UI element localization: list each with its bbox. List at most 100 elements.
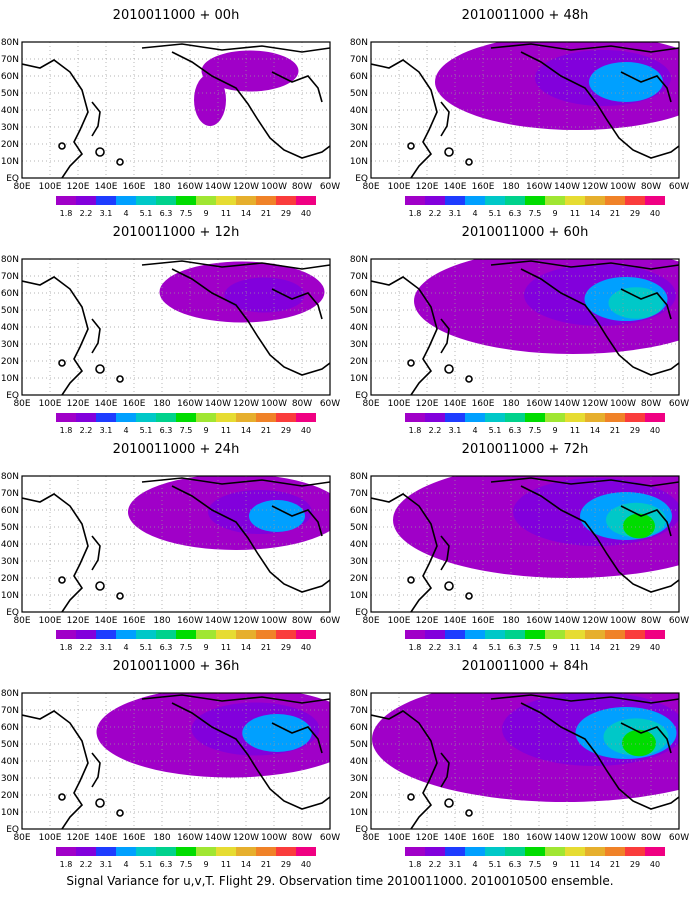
lon-tick-label: 160W bbox=[177, 399, 203, 409]
colorbar-swatch bbox=[116, 847, 136, 856]
colorbar-swatch bbox=[296, 847, 316, 856]
colorbar-label: 9 bbox=[203, 860, 208, 869]
lon-tick-label: 80W bbox=[292, 833, 312, 843]
colorbar-swatch bbox=[116, 196, 136, 205]
colorbar-label: 40 bbox=[650, 860, 660, 869]
coastlines bbox=[371, 694, 679, 829]
colorbar-label: 14 bbox=[590, 860, 600, 869]
lon-tick-label: 120W bbox=[582, 833, 608, 843]
lat-tick-label: 30N bbox=[1, 774, 19, 784]
colorbar-label: 1.8 bbox=[409, 209, 422, 218]
colorbar-swatch bbox=[585, 413, 605, 422]
lat-tick-label: 80N bbox=[350, 472, 368, 482]
colorbar-swatch bbox=[465, 196, 485, 205]
lon-tick-label: 140E bbox=[444, 399, 467, 409]
colorbar: 1.8 2.2 3.1 4 5.1 6.3 7.5 9 11 14 21 29 40 bbox=[56, 413, 316, 435]
lon-tick-label: 60W bbox=[669, 616, 689, 626]
coastlines bbox=[22, 477, 330, 612]
colorbar-label: 21 bbox=[261, 860, 271, 869]
colorbar-label: 2.2 bbox=[429, 860, 442, 869]
coastlines bbox=[371, 260, 679, 395]
lon-tick-label: 100W bbox=[610, 833, 636, 843]
lat-tick-label: 10N bbox=[350, 808, 368, 818]
lat-tick-label: 40N bbox=[350, 757, 368, 767]
lat-tick-label: 80N bbox=[1, 38, 19, 48]
lon-tick-label: 120E bbox=[416, 833, 439, 843]
colorbar-label: 40 bbox=[650, 209, 660, 218]
colorbar-label: 29 bbox=[630, 209, 640, 218]
colorbar-swatch bbox=[445, 630, 465, 639]
colorbar-swatch bbox=[605, 196, 625, 205]
lon-tick-label: 120E bbox=[416, 399, 439, 409]
colorbar-swatch bbox=[605, 630, 625, 639]
lon-tick-label: 140E bbox=[444, 182, 467, 192]
lon-tick-label: 160W bbox=[526, 616, 552, 626]
colorbar-label: 6.3 bbox=[509, 209, 522, 218]
lat-tick-label: 70N bbox=[1, 55, 19, 65]
panel-title: 2010011000 + 24h bbox=[113, 442, 240, 457]
colorbar-swatch bbox=[196, 196, 216, 205]
lat-tick-label: 20N bbox=[1, 140, 19, 150]
colorbar-label: 29 bbox=[630, 860, 640, 869]
colorbar-label: 11 bbox=[570, 209, 580, 218]
colorbar-swatch bbox=[405, 413, 425, 422]
map-panel: 2010011000 + 12h 80N 70N 60N 50N 40N 30N 20N 10N… bbox=[1, 225, 340, 435]
colorbar-label: 11 bbox=[570, 643, 580, 652]
lon-tick-label: 140E bbox=[95, 399, 118, 409]
colorbar-label: 9 bbox=[552, 209, 557, 218]
lat-tick-label: 70N bbox=[1, 706, 19, 716]
lat-tick-label: 50N bbox=[350, 306, 368, 316]
lon-tick-label: 60W bbox=[320, 616, 340, 626]
colorbar-label: 4 bbox=[123, 860, 128, 869]
colorbar-swatch bbox=[216, 196, 236, 205]
lon-tick-label: 120W bbox=[233, 399, 259, 409]
colorbar-swatch bbox=[176, 847, 196, 856]
colorbar-swatch bbox=[256, 630, 276, 639]
lon-tick-label: 160E bbox=[472, 399, 495, 409]
colorbar-swatch bbox=[585, 630, 605, 639]
lon-tick-label: 100W bbox=[261, 833, 287, 843]
colorbar-label: 1.8 bbox=[409, 426, 422, 435]
lat-lon-grid bbox=[371, 693, 679, 829]
lon-tick-label: 80W bbox=[292, 399, 312, 409]
lat-tick-label: 40N bbox=[1, 757, 19, 767]
lon-tick-label: 160W bbox=[526, 399, 552, 409]
colorbar-label: 7.5 bbox=[180, 209, 193, 218]
colorbar-swatch bbox=[645, 847, 665, 856]
lon-tick-label: 100W bbox=[610, 616, 636, 626]
colorbar: 1.8 2.2 3.1 4 5.1 6.3 7.5 9 11 14 21 29 40 bbox=[405, 196, 665, 218]
colorbar-swatch bbox=[256, 847, 276, 856]
map-panel: 2010011000 + 60h 80N 70N 60N 50N 40N 30N 20N 10N… bbox=[350, 225, 689, 435]
variance-field bbox=[372, 693, 679, 802]
colorbar-swatch bbox=[236, 630, 256, 639]
lat-tick-label: 50N bbox=[350, 89, 368, 99]
lon-tick-label: 60W bbox=[669, 182, 689, 192]
colorbar-label: 4 bbox=[472, 643, 477, 652]
panel-title: 2010011000 + 36h bbox=[113, 659, 240, 674]
lat-tick-label: 30N bbox=[1, 557, 19, 567]
colorbar-swatch bbox=[585, 847, 605, 856]
colorbar-swatch bbox=[236, 196, 256, 205]
map-panel: 2010011000 + 24h 80N 70N 60N 50N 40N 30N 20N 10N… bbox=[1, 442, 340, 652]
colorbar-label: 1.8 bbox=[60, 643, 73, 652]
lat-tick-label: EQ bbox=[6, 825, 19, 835]
map-frame bbox=[21, 475, 331, 613]
lat-tick-label: 40N bbox=[350, 106, 368, 116]
colorbar-label: 21 bbox=[610, 426, 620, 435]
colorbar-label: 9 bbox=[552, 426, 557, 435]
panel-title: 2010011000 + 12h bbox=[113, 225, 240, 240]
colorbar-swatch bbox=[545, 630, 565, 639]
lat-tick-label: 60N bbox=[350, 506, 368, 516]
lon-tick-label: 140W bbox=[554, 399, 580, 409]
colorbar-swatch bbox=[96, 196, 116, 205]
lon-tick-label: 60W bbox=[669, 833, 689, 843]
colorbar-swatch bbox=[96, 630, 116, 639]
lat-tick-label: 80N bbox=[1, 689, 19, 699]
variance-field bbox=[128, 476, 330, 550]
colorbar-label: 7.5 bbox=[529, 643, 542, 652]
lon-tick-label: 60W bbox=[320, 399, 340, 409]
lon-tick-label: 160E bbox=[123, 833, 146, 843]
lat-tick-label: 40N bbox=[1, 323, 19, 333]
lon-tick-label: 60W bbox=[669, 399, 689, 409]
